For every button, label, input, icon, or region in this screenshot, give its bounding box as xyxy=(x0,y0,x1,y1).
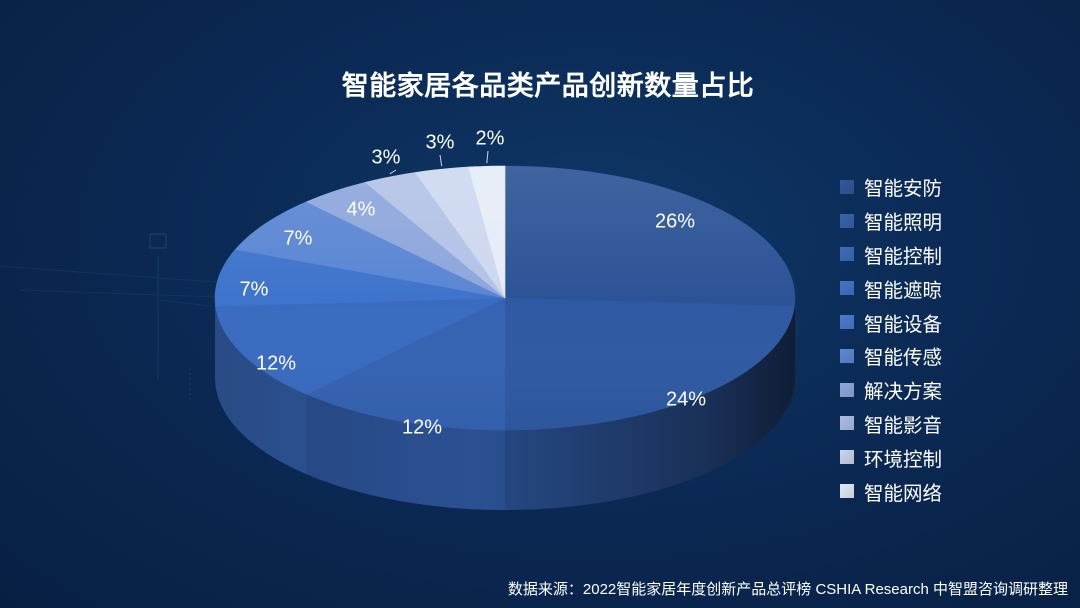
legend-label: 智能照明 xyxy=(864,211,943,235)
legend-item-1: 智能照明 xyxy=(840,204,942,238)
slice-label-9: 2% xyxy=(476,127,505,149)
legend-swatch-2 xyxy=(840,247,854,262)
legend-swatch-1 xyxy=(840,213,854,228)
legend-label: 解决方案 xyxy=(864,380,943,404)
slice-label-3: 12% xyxy=(256,352,296,374)
legend-swatch-0 xyxy=(840,179,854,194)
slice-label-4: 7% xyxy=(240,278,269,300)
legend-item-8: 环境控制 xyxy=(840,440,942,474)
legend-item-7: 智能影音 xyxy=(840,407,942,441)
legend-item-5: 智能传感 xyxy=(840,339,942,373)
slice-label-6: 4% xyxy=(347,198,376,220)
leader-line-7 xyxy=(389,169,397,175)
leader-line-8 xyxy=(439,154,443,167)
legend-label: 环境控制 xyxy=(864,447,943,471)
chart-legend: 智能安防 智能照明 智能控制 智能遮晾 智能设备 智能传感 解决方案 智能影音 … xyxy=(840,170,942,508)
legend-label: 智能传感 xyxy=(864,346,943,370)
legend-label: 智能网络 xyxy=(864,481,943,505)
label-leader-lines xyxy=(389,150,489,175)
legend-swatch-7 xyxy=(840,416,854,431)
slice-labels: 26% 24% 12% 12% 7% 7% 4% 3% 3% 2% xyxy=(240,127,707,438)
legend-label: 智能遮晾 xyxy=(864,278,943,302)
slice-label-2: 12% xyxy=(402,416,442,438)
legend-swatch-9 xyxy=(840,484,854,499)
legend-label: 智能设备 xyxy=(864,312,943,336)
legend-item-6: 解决方案 xyxy=(840,373,942,407)
legend-swatch-4 xyxy=(840,315,854,330)
legend-item-0: 智能安防 xyxy=(840,170,942,204)
pie-side-shading xyxy=(215,298,795,510)
pie-chart-3d: 26% 24% 12% 12% 7% 7% 4% 3% 3% 2% xyxy=(214,127,796,510)
legend-item-2: 智能控制 xyxy=(840,238,942,272)
legend-label: 智能安防 xyxy=(864,177,943,201)
slice-label-8: 3% xyxy=(426,131,455,153)
legend-swatch-8 xyxy=(840,450,854,465)
data-source-note: 数据来源：2022智能家居年度创新产品总评榜 CSHIA Research 中智… xyxy=(507,581,1068,598)
legend-item-9: 智能网络 xyxy=(840,474,942,508)
legend-item-3: 智能遮晾 xyxy=(840,271,942,305)
slice-label-1: 24% xyxy=(666,388,706,410)
legend-item-4: 智能设备 xyxy=(840,305,942,339)
legend-label: 智能控制 xyxy=(864,244,943,268)
leader-line-9 xyxy=(486,150,489,164)
legend-swatch-3 xyxy=(840,281,854,296)
slice-label-7: 3% xyxy=(372,146,401,168)
chart-title: 智能家居各品类产品创新数量占比 xyxy=(341,71,755,102)
slice-label-0: 26% xyxy=(655,210,695,232)
legend-swatch-5 xyxy=(840,348,854,363)
pie-top-shine xyxy=(215,166,795,430)
slice-label-5: 7% xyxy=(284,227,313,249)
legend-swatch-6 xyxy=(840,382,854,397)
legend-label: 智能影音 xyxy=(864,413,943,437)
